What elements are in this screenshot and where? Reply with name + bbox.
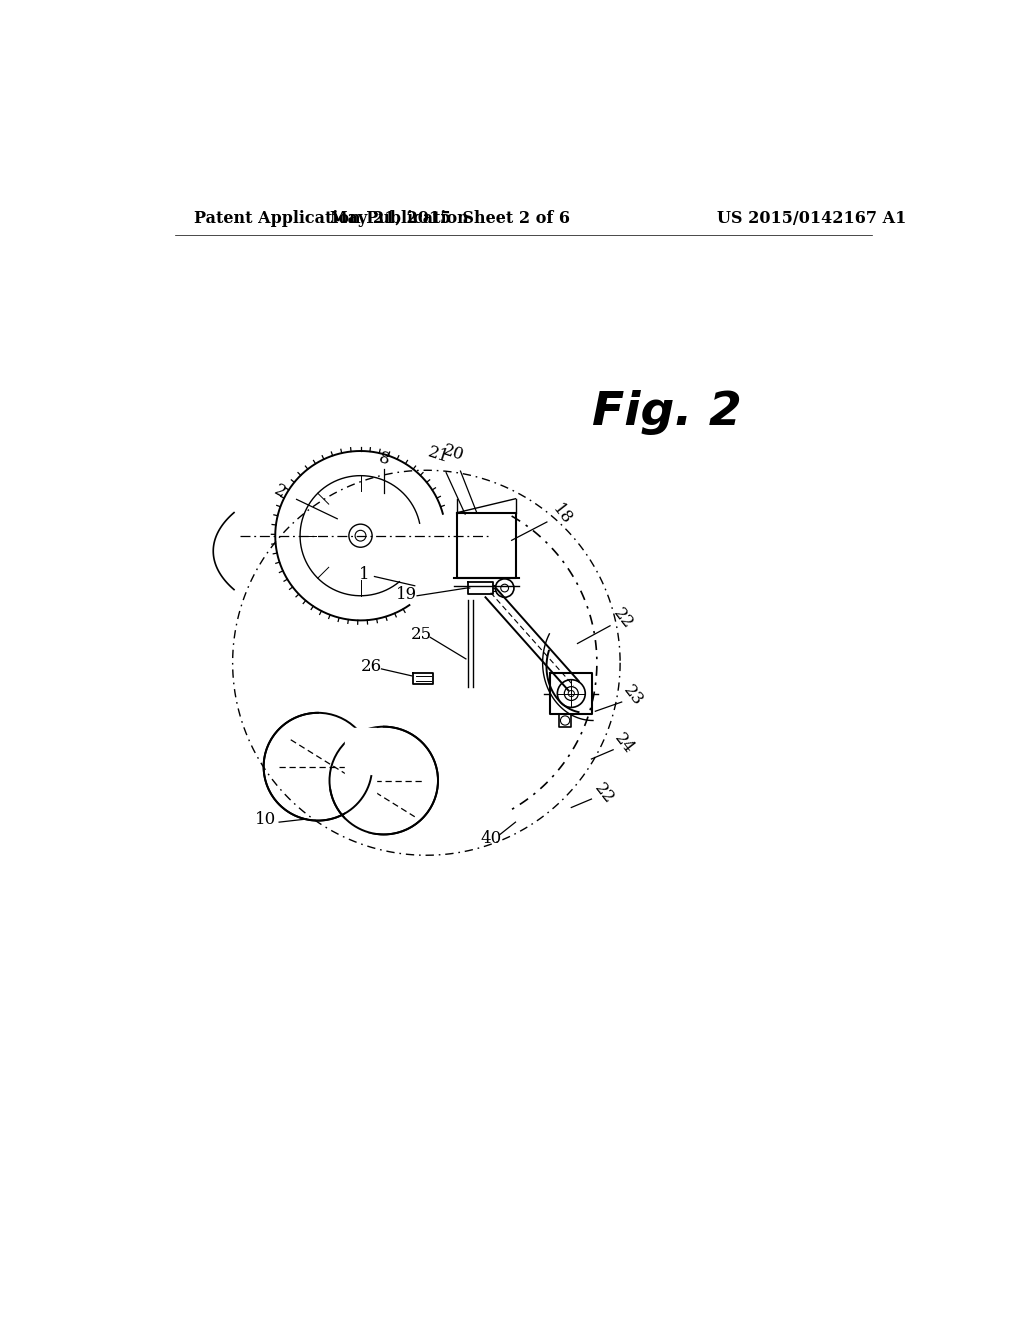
Text: 24: 24 (610, 730, 637, 758)
Text: 26: 26 (360, 659, 382, 675)
Text: 19: 19 (396, 586, 418, 603)
Text: 21: 21 (425, 444, 451, 466)
Text: 40: 40 (480, 830, 502, 847)
Text: May 21, 2015  Sheet 2 of 6: May 21, 2015 Sheet 2 of 6 (330, 210, 569, 227)
Text: 18: 18 (549, 500, 575, 528)
Text: 2: 2 (270, 480, 288, 502)
Text: 1: 1 (359, 566, 370, 582)
Text: Patent Application Publication: Patent Application Publication (194, 210, 469, 227)
Text: 23: 23 (621, 682, 646, 709)
Text: 10: 10 (255, 810, 276, 828)
Text: 22: 22 (591, 780, 617, 808)
Text: US 2015/0142167 A1: US 2015/0142167 A1 (717, 210, 906, 227)
Text: 22: 22 (609, 606, 636, 632)
Text: 8: 8 (377, 449, 391, 469)
Text: 25: 25 (411, 626, 431, 643)
Text: Fig. 2: Fig. 2 (592, 389, 741, 436)
Text: 20: 20 (440, 442, 466, 465)
